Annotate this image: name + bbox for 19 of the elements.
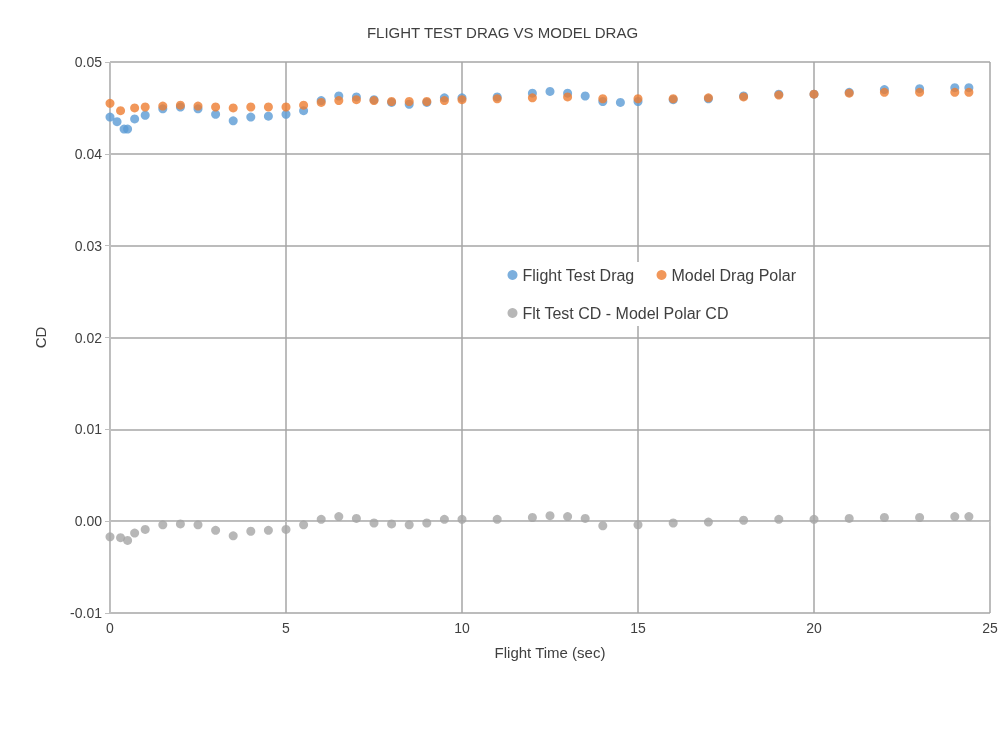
y-tick-label: 0.04 xyxy=(74,145,103,162)
x-tick-label: 20 xyxy=(806,620,822,636)
x-axis-title: Flight Time (sec) xyxy=(494,644,606,661)
legend-label: Flight Test Drag xyxy=(522,266,635,284)
x-tick-label: 15 xyxy=(630,620,646,636)
y-tick-label: 0.02 xyxy=(74,329,103,346)
chart-title: FLIGHT TEST DRAG VS MODEL DRAG xyxy=(366,24,639,41)
y-tick-label: 0.00 xyxy=(74,513,103,530)
x-tick-label: 25 xyxy=(982,620,998,636)
legend-label: Model Drag Polar xyxy=(671,266,797,284)
x-tick-label: 5 xyxy=(282,620,291,636)
y-tick-label: 0.05 xyxy=(74,54,103,70)
x-tick-label: 10 xyxy=(454,620,470,636)
y-tick-label: -0.01 xyxy=(70,605,103,621)
x-tick-label: 0 xyxy=(106,620,115,636)
y-tick-label: 0.03 xyxy=(74,237,103,254)
y-tick-label: 0.01 xyxy=(74,421,103,438)
y-axis-title: CD xyxy=(32,326,49,349)
legend-label: Flt Test CD - Model Polar CD xyxy=(522,304,729,322)
